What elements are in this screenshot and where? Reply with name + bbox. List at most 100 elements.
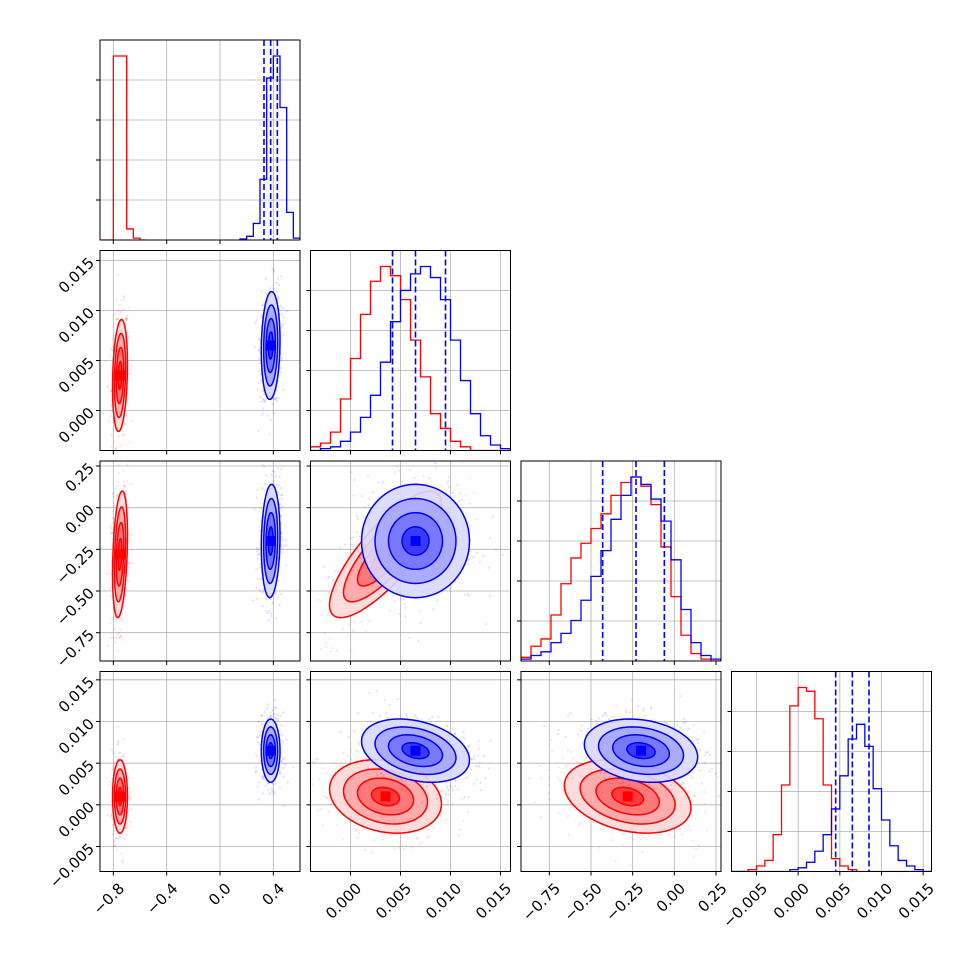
- sample-point: [517, 759, 519, 761]
- sample-point: [328, 810, 331, 813]
- sample-point: [482, 554, 485, 558]
- sample-point: [548, 798, 551, 801]
- sample-point: [368, 497, 371, 500]
- sample-point: [429, 720, 432, 723]
- sample-point: [282, 388, 285, 392]
- sample-point: [106, 776, 109, 779]
- sample-point: [122, 754, 125, 758]
- sample-point: [373, 839, 376, 842]
- sample-point: [116, 493, 119, 497]
- sample-point: [377, 481, 380, 484]
- sample-point: [472, 758, 476, 761]
- sample-point: [277, 490, 280, 494]
- sample-point: [282, 724, 285, 727]
- sample-point: [436, 447, 438, 449]
- sample-point: [561, 757, 564, 760]
- sample-point: [276, 714, 279, 717]
- sample-point: [120, 635, 123, 638]
- sample-point: [276, 596, 279, 599]
- sample-point: [393, 471, 396, 474]
- sample-point: [263, 489, 266, 492]
- sample-point: [119, 616, 122, 619]
- sample-point: [366, 760, 369, 763]
- sample-point: [488, 566, 491, 569]
- sample-point: [117, 310, 120, 313]
- sample-point: [279, 514, 282, 517]
- sample-point: [355, 829, 358, 832]
- sample-point: [115, 484, 119, 487]
- sample-point: [706, 750, 710, 753]
- sample-point: [476, 765, 480, 768]
- sample-point: [111, 348, 114, 351]
- sample-point: [688, 828, 691, 831]
- sample-point: [263, 482, 266, 486]
- sample-point: [117, 309, 121, 312]
- sample-point: [260, 400, 263, 403]
- sample-point: [339, 546, 342, 549]
- sample-point: [281, 552, 284, 555]
- sample-point: [269, 711, 272, 714]
- sample-point: [281, 538, 284, 542]
- sample-point: [273, 270, 276, 273]
- sample-point: [125, 414, 129, 417]
- sample-point: [484, 623, 487, 626]
- sample-point: [488, 595, 491, 598]
- sample-point: [260, 714, 263, 717]
- sample-point: [112, 428, 115, 431]
- sample-point: [469, 477, 472, 480]
- sample-point: [311, 761, 314, 764]
- sample-point: [115, 323, 118, 326]
- sample-point: [355, 755, 358, 759]
- sample-point: [272, 411, 275, 414]
- sample-point: [585, 731, 588, 734]
- sample-point: [679, 827, 682, 831]
- sample-point: [599, 827, 602, 830]
- sample-point: [281, 767, 284, 770]
- sample-point: [305, 618, 307, 620]
- sample-point: [339, 731, 342, 734]
- sample-point: [129, 799, 132, 802]
- sample-point: [260, 714, 264, 717]
- sample-point: [693, 795, 696, 798]
- sample-point: [361, 728, 364, 731]
- sample-point: [280, 543, 283, 547]
- sample-point: [102, 588, 105, 592]
- sample-point: [263, 399, 266, 403]
- sample-point: [267, 414, 270, 417]
- sample-point: [372, 711, 375, 714]
- sample-point: [280, 494, 284, 497]
- sample-point: [261, 792, 264, 795]
- sample-point: [428, 717, 431, 720]
- sample-point: [125, 317, 128, 321]
- density-peak-0: [622, 791, 633, 802]
- sample-point: [329, 650, 332, 653]
- sample-point: [459, 492, 462, 495]
- contour-line-2: [265, 317, 277, 374]
- sample-point: [681, 833, 684, 836]
- sample-point: [463, 593, 466, 597]
- contour-line-0: [111, 318, 129, 433]
- sample-point: [116, 317, 119, 321]
- sample-point: [404, 844, 407, 847]
- sample-point: [277, 579, 280, 582]
- sample-point: [458, 829, 461, 832]
- sample-point: [267, 457, 269, 459]
- sample-point: [580, 729, 583, 732]
- sample-point: [277, 297, 280, 300]
- sample-point: [114, 640, 117, 644]
- sample-point: [358, 535, 361, 538]
- contour-line-1: [262, 304, 279, 387]
- sample-point: [355, 515, 359, 518]
- sample-point: [333, 770, 336, 773]
- sample-point: [261, 588, 265, 591]
- sample-point: [258, 361, 261, 364]
- contour-line-3: [611, 786, 645, 807]
- sample-point: [286, 310, 289, 313]
- sample-point: [258, 589, 261, 592]
- sample-point: [110, 814, 113, 818]
- sample-point: [125, 318, 128, 321]
- panel-r1-c0: [99, 250, 301, 451]
- sample-point: [117, 273, 120, 277]
- sample-point: [118, 836, 121, 839]
- sample-point: [114, 487, 117, 490]
